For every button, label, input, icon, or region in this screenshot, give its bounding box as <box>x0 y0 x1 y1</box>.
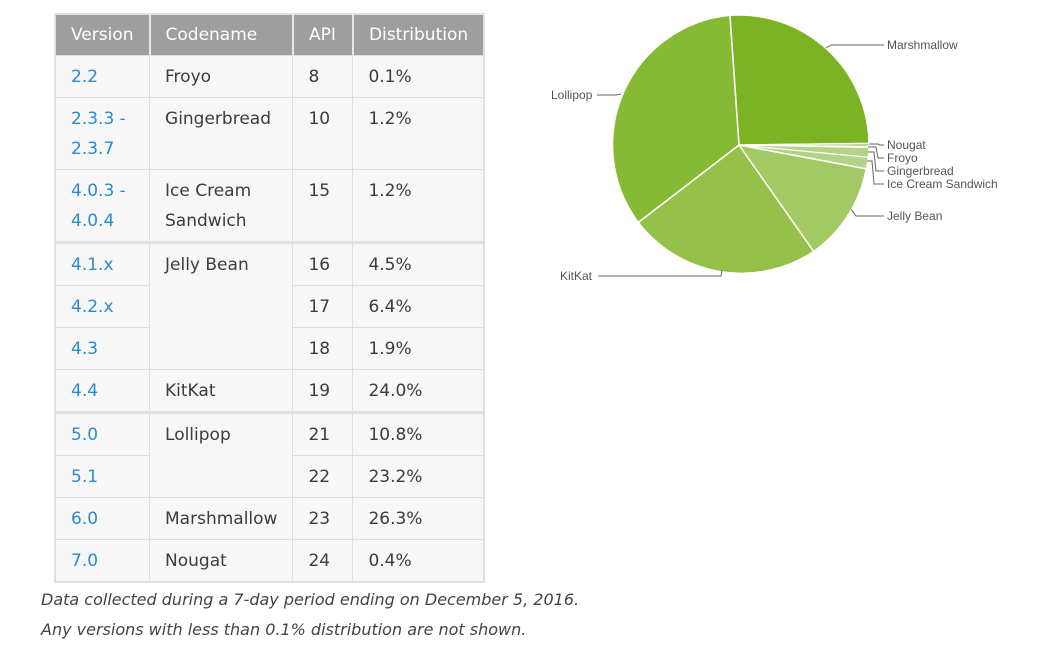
version-line: 2.3.3 - <box>71 109 126 129</box>
footnote-data-period: Data collected during a 7-day period end… <box>41 590 580 609</box>
api-cell: 16 <box>292 241 354 286</box>
api-cell: 10 <box>292 97 354 170</box>
pie-slice-lollipop <box>611 14 740 224</box>
api-cell: 24 <box>292 539 354 583</box>
codename-line: Ice Cream <box>165 181 252 201</box>
header-api: API <box>292 14 354 56</box>
version-link[interactable]: 5.1 <box>54 455 151 498</box>
distribution-cell: 1.2% <box>352 97 485 170</box>
codename-cell: KitKat <box>149 369 294 413</box>
callout-lines <box>597 44 884 277</box>
api-cell: 21 <box>292 411 354 456</box>
distribution-cell: 0.1% <box>352 55 485 98</box>
codename-cell: Marshmallow <box>149 497 294 540</box>
version-link[interactable]: 4.0.3 - 4.0.4 <box>54 169 151 243</box>
version-link[interactable]: 6.0 <box>54 497 151 540</box>
label-froyo: Froyo <box>887 151 918 165</box>
label-marshmallow: Marshmallow <box>887 38 958 52</box>
table-row: 5.0 Lollipop 21 10.8% <box>54 411 485 498</box>
label-ics: Ice Cream Sandwich <box>887 177 998 191</box>
table-row: 6.0 Marshmallow 23 26.3% <box>54 497 485 540</box>
codename-cell: Lollipop <box>149 411 294 498</box>
header-codename: Codename <box>149 14 294 56</box>
table-row: 7.0 Nougat 24 0.4% <box>54 539 485 583</box>
header-version: Version <box>55 14 151 56</box>
version-line: 4.0.3 - <box>71 181 126 201</box>
distribution-cell: 6.4% <box>352 285 485 328</box>
version-link[interactable]: 2.2 <box>54 55 151 98</box>
codename-cell: Jelly Bean <box>149 241 294 370</box>
label-jellybean: Jelly Bean <box>887 209 942 223</box>
codename-cell: Froyo <box>149 55 294 98</box>
api-cell: 19 <box>292 369 354 413</box>
pie-slice-kitkat <box>637 143 815 275</box>
distribution-cell: 10.8% <box>352 411 485 456</box>
codename-cell: Gingerbread <box>149 97 294 170</box>
table-row: 4.4 KitKat 19 24.0% <box>54 369 485 413</box>
api-cell: 17 <box>292 285 354 328</box>
api-cell: 15 <box>292 169 354 243</box>
label-gingerbread: Gingerbread <box>887 164 954 178</box>
footnote-threshold: Any versions with less than 0.1% distrib… <box>41 620 527 639</box>
table-row: 4.1.x Jelly Bean 16 4.5% <box>54 241 485 370</box>
distribution-cell: 1.9% <box>352 327 485 370</box>
table-row: 4.0.3 - 4.0.4 Ice Cream Sandwich 15 1.2% <box>54 169 485 243</box>
api-cell: 23 <box>292 497 354 540</box>
version-line: 4.0.4 <box>71 211 115 231</box>
codename-cell: Ice Cream Sandwich <box>149 169 294 243</box>
pie-chart: Marshmallow Lollipop KitKat Jelly Bean N… <box>551 14 998 283</box>
distribution-table: Version Codename API Distribution 2.2 Fr… <box>54 13 486 583</box>
label-nougat: Nougat <box>887 138 926 152</box>
table-row: 2.2 Froyo 8 0.1% <box>54 55 485 98</box>
version-link[interactable]: 7.0 <box>54 539 151 583</box>
label-lollipop: Lollipop <box>551 88 593 102</box>
header-distribution: Distribution <box>352 14 485 56</box>
distribution-cell: 4.5% <box>352 241 485 286</box>
api-cell: 22 <box>292 455 354 498</box>
version-link[interactable]: 4.3 <box>54 327 151 370</box>
version-link[interactable]: 2.3.3 - 2.3.7 <box>54 97 151 170</box>
codename-cell: Nougat <box>149 539 294 583</box>
distribution-cell: 23.2% <box>352 455 485 498</box>
version-line: 2.3.7 <box>71 139 115 159</box>
distribution-cell: 1.2% <box>352 169 485 243</box>
distribution-cell: 24.0% <box>352 369 485 413</box>
label-kitkat: KitKat <box>560 269 593 283</box>
codename-line: Sandwich <box>165 211 247 231</box>
table-row: 5.1 22 23.2% <box>54 455 485 498</box>
table-row: 4.2.x 17 6.4% <box>54 285 485 328</box>
table-header-row: Version Codename API Distribution <box>55 14 485 56</box>
version-link[interactable]: 4.4 <box>54 369 151 413</box>
api-cell: 8 <box>292 55 354 98</box>
table-row: 2.3.3 - 2.3.7 Gingerbread 10 1.2% <box>54 97 485 170</box>
distribution-cell: 0.4% <box>352 539 485 583</box>
distribution-cell: 26.3% <box>352 497 485 540</box>
pie-slice-marshmallow <box>729 14 870 146</box>
version-link[interactable]: 4.1.x <box>54 241 151 286</box>
version-link[interactable]: 4.2.x <box>54 285 151 328</box>
version-link[interactable]: 5.0 <box>54 411 151 456</box>
table-row: 4.3 18 1.9% <box>54 327 485 370</box>
api-cell: 18 <box>292 327 354 370</box>
pie-slice-jellybean <box>737 143 868 253</box>
